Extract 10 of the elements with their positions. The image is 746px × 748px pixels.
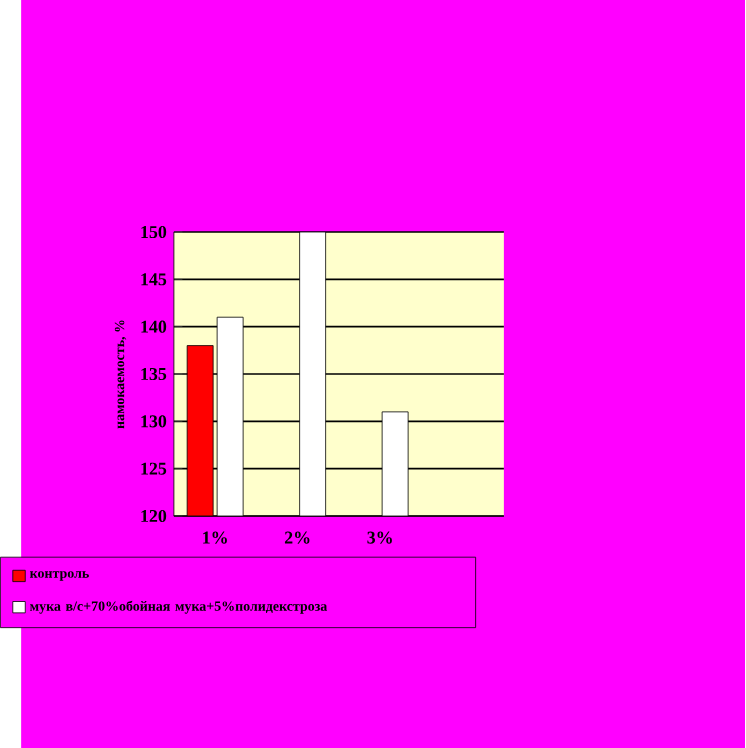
x-tick-label: 1% [203,531,228,544]
y-tick-label: 125 [141,462,167,475]
y-tick-label: 120 [141,509,167,523]
y-tick-label: 140 [141,320,167,333]
x-tick-label: 2% [285,531,310,544]
y-tick-label: 145 [141,273,167,286]
y-tick-label: 135 [141,367,167,381]
x-tick-label: 3% [367,531,393,544]
y-tick-label: 150 [141,225,167,239]
y-tick-label: 130 [141,415,167,428]
